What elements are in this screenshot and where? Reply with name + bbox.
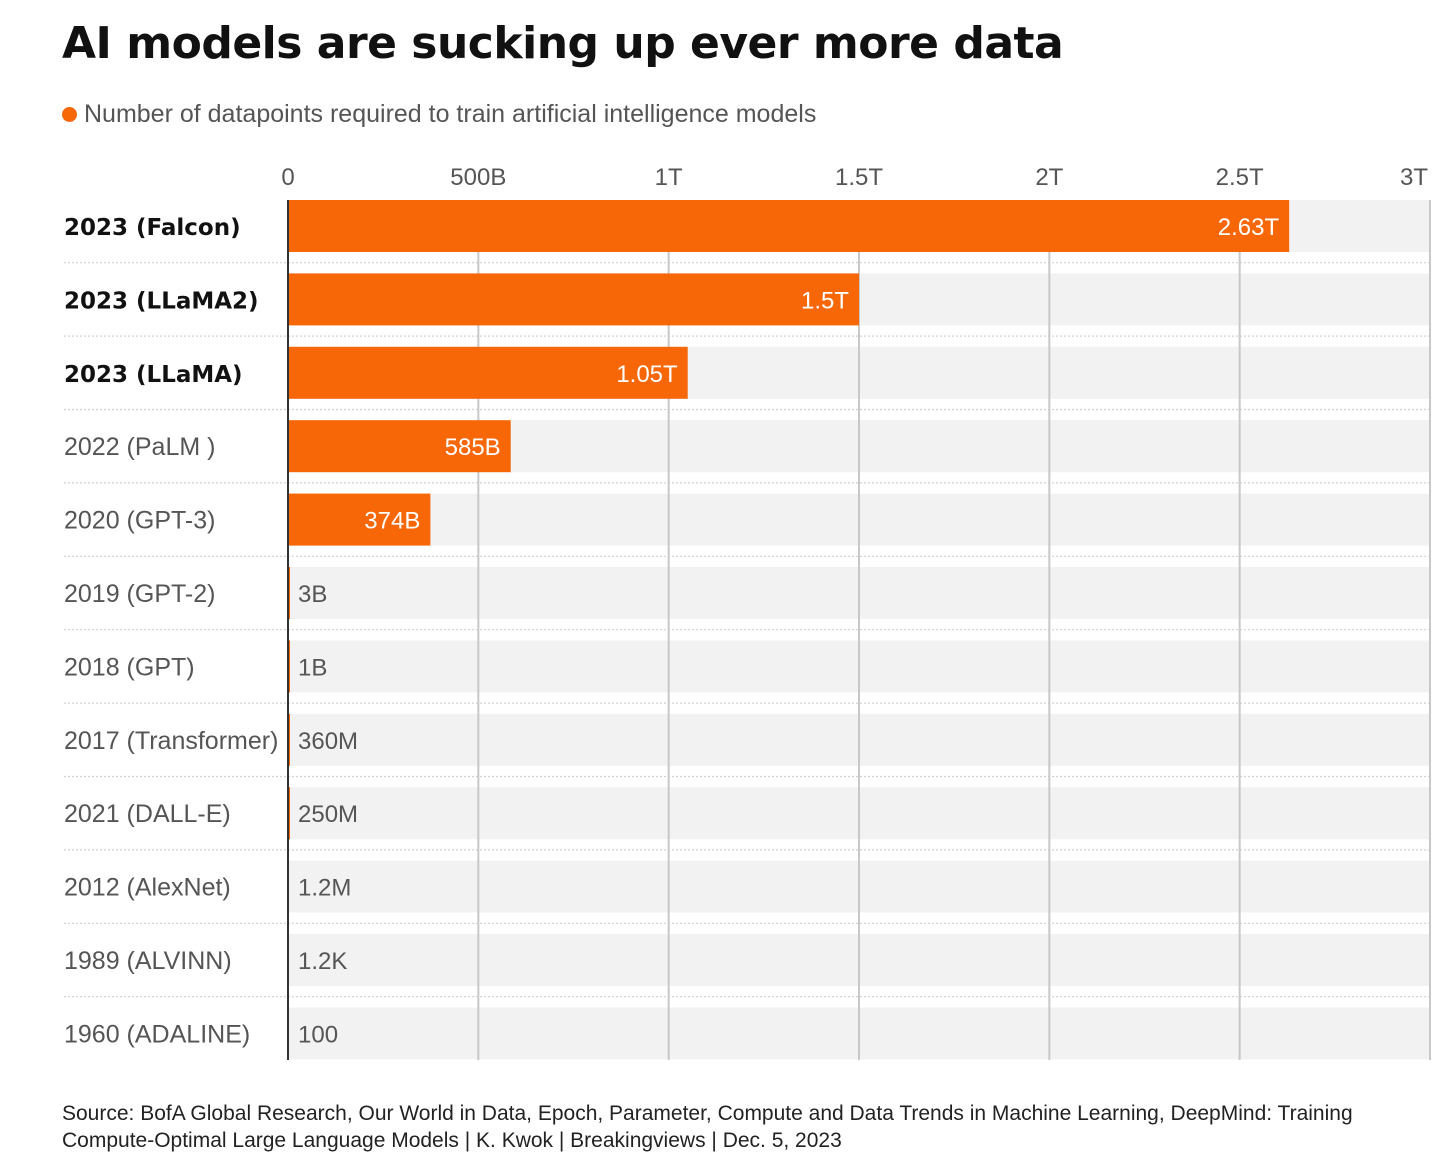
value-label: 1B (298, 654, 327, 681)
category-label: 1960 (ADALINE) (64, 1020, 250, 1048)
value-label: 1.5T (801, 287, 849, 314)
category-label: 2017 (Transformer) (64, 727, 278, 755)
category-label: 2012 (AlexNet) (64, 874, 231, 902)
value-label: 1.2K (298, 948, 347, 975)
category-label: 2018 (GPT) (64, 653, 195, 681)
value-label: 250M (298, 801, 358, 828)
category-label: 2020 (GPT-3) (64, 507, 215, 535)
value-label: 374B (364, 508, 420, 535)
value-label: 100 (298, 1021, 338, 1048)
category-label: 2023 (LLaMA2) (64, 288, 259, 314)
value-label: 3B (298, 581, 327, 608)
bar-chart: 0 500B 1T 1.5T 2T 2.5T 3T 2023 (Falcon) 2.63T 202… (0, 0, 1456, 1090)
category-label: 1989 (ALVINN) (64, 947, 232, 975)
x-tick-label: 2.5T (1216, 164, 1264, 191)
value-label: 2.63T (1218, 214, 1280, 241)
bar (288, 273, 859, 325)
value-label: 585B (445, 434, 501, 461)
value-label: 360M (298, 728, 358, 755)
category-label: 2023 (LLaMA) (64, 362, 243, 388)
x-tick-label: 2T (1035, 164, 1063, 191)
category-label: 2019 (GPT-2) (64, 580, 215, 608)
x-tick-label: 0 (281, 164, 294, 191)
category-label: 2021 (DALL-E) (64, 800, 231, 828)
source-note: Source: BofA Global Research, Our World … (62, 1100, 1392, 1154)
category-label: 2023 (Falcon) (64, 215, 241, 241)
value-label: 1.2M (298, 875, 351, 902)
x-tick-label: 3T (1400, 164, 1428, 191)
bar (288, 200, 1289, 252)
value-label: 1.05T (616, 361, 678, 388)
category-label: 2022 (PaLM ) (64, 433, 215, 461)
x-tick-label: 1T (655, 164, 683, 191)
x-tick-label: 500B (450, 164, 506, 191)
x-tick-label: 1.5T (835, 164, 883, 191)
